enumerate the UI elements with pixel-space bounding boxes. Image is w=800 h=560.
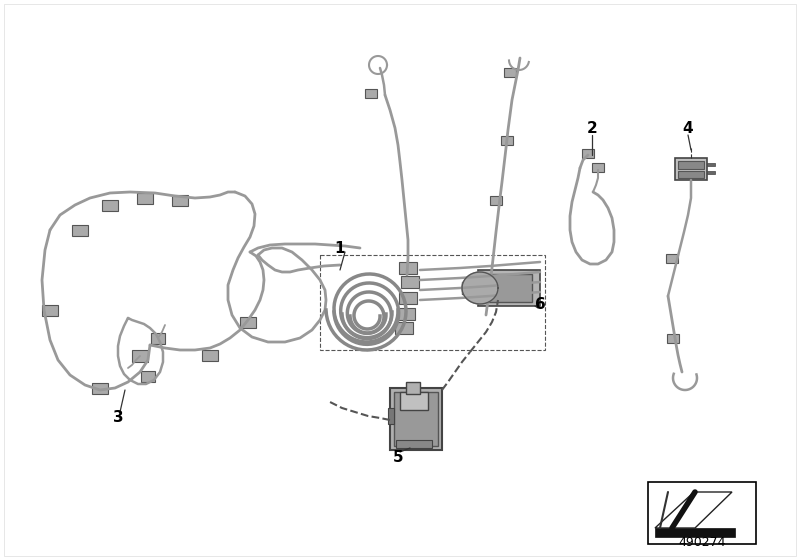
Text: 5: 5 bbox=[393, 450, 403, 465]
Text: 1: 1 bbox=[334, 240, 345, 255]
FancyBboxPatch shape bbox=[102, 199, 118, 211]
Text: 3: 3 bbox=[113, 410, 123, 426]
Bar bbox=[400, 392, 428, 410]
Text: 490274: 490274 bbox=[678, 536, 726, 549]
FancyBboxPatch shape bbox=[42, 305, 58, 315]
Bar bbox=[707, 163, 715, 166]
Bar bbox=[678, 171, 704, 178]
FancyBboxPatch shape bbox=[72, 225, 88, 236]
FancyBboxPatch shape bbox=[490, 195, 502, 204]
Bar bbox=[707, 171, 715, 174]
FancyBboxPatch shape bbox=[172, 194, 188, 206]
Bar bbox=[396, 440, 432, 448]
Bar bbox=[406, 382, 420, 394]
FancyBboxPatch shape bbox=[240, 316, 256, 328]
Bar bbox=[648, 482, 756, 544]
Polygon shape bbox=[462, 272, 498, 304]
Text: 4: 4 bbox=[682, 120, 694, 136]
FancyBboxPatch shape bbox=[92, 382, 108, 394]
Bar bbox=[390, 388, 442, 450]
Bar bbox=[482, 274, 532, 302]
FancyBboxPatch shape bbox=[202, 349, 218, 361]
FancyBboxPatch shape bbox=[501, 136, 513, 144]
FancyBboxPatch shape bbox=[399, 292, 417, 304]
Bar bbox=[655, 528, 735, 537]
Text: 6: 6 bbox=[534, 296, 546, 311]
FancyBboxPatch shape bbox=[582, 148, 594, 157]
FancyBboxPatch shape bbox=[399, 262, 417, 274]
FancyBboxPatch shape bbox=[141, 371, 155, 381]
FancyBboxPatch shape bbox=[151, 333, 165, 343]
FancyBboxPatch shape bbox=[504, 68, 516, 77]
FancyBboxPatch shape bbox=[365, 88, 377, 97]
FancyBboxPatch shape bbox=[132, 350, 148, 362]
FancyBboxPatch shape bbox=[137, 193, 153, 203]
Bar bbox=[394, 392, 438, 446]
FancyBboxPatch shape bbox=[401, 276, 419, 288]
Bar bbox=[462, 282, 480, 294]
Polygon shape bbox=[655, 492, 732, 528]
Bar bbox=[675, 158, 707, 180]
FancyBboxPatch shape bbox=[592, 162, 604, 171]
Bar bbox=[388, 408, 394, 424]
FancyBboxPatch shape bbox=[397, 308, 415, 320]
FancyBboxPatch shape bbox=[667, 334, 679, 343]
Bar bbox=[320, 255, 545, 350]
FancyBboxPatch shape bbox=[666, 254, 678, 263]
FancyBboxPatch shape bbox=[395, 322, 413, 334]
Bar bbox=[478, 270, 540, 306]
Bar bbox=[678, 161, 704, 169]
Text: 2: 2 bbox=[586, 120, 598, 136]
